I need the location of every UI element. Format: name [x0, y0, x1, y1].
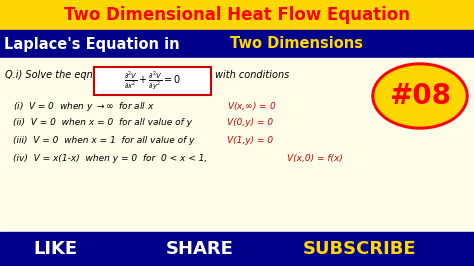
Text: Laplace's Equation in: Laplace's Equation in: [4, 36, 185, 52]
Ellipse shape: [372, 63, 468, 129]
Bar: [0, 58, 474, 232]
Ellipse shape: [375, 66, 465, 126]
Text: LIKE: LIKE: [33, 240, 77, 258]
Text: #08: #08: [389, 82, 451, 110]
Bar: [0, 232, 474, 266]
Text: $\frac{\partial^2 V}{\partial x^2} + \frac{\partial^2 V}{\partial y^2} = 0$: $\frac{\partial^2 V}{\partial x^2} + \fr…: [124, 70, 181, 92]
Bar: [0, 0, 474, 30]
Text: (iii)  V = 0  when x = 1  for all value of y: (iii) V = 0 when x = 1 for all value of …: [13, 136, 194, 145]
Text: (ii)  V = 0  when x = 0  for all value of y: (ii) V = 0 when x = 0 for all value of y: [13, 118, 192, 127]
Text: V(x,$\infty$) = 0: V(x,$\infty$) = 0: [227, 100, 276, 112]
Text: SHARE: SHARE: [166, 240, 234, 258]
Text: Two Dimensions: Two Dimensions: [230, 36, 363, 52]
Text: V(1,y) = 0: V(1,y) = 0: [227, 136, 273, 145]
Text: Q.i) Solve the eqn: Q.i) Solve the eqn: [5, 70, 93, 80]
Text: V(0,y) = 0: V(0,y) = 0: [227, 118, 273, 127]
Bar: [0, 30, 474, 58]
Text: with conditions: with conditions: [215, 70, 289, 80]
Text: SUBSCRIBE: SUBSCRIBE: [303, 240, 417, 258]
Text: V(x,0) = f(x): V(x,0) = f(x): [287, 154, 343, 163]
Text: Two Dimensional Heat Flow Equation: Two Dimensional Heat Flow Equation: [64, 6, 410, 24]
Text: (i)  V = 0  when y $\rightarrow\infty$  for all x: (i) V = 0 when y $\rightarrow\infty$ for…: [13, 100, 155, 113]
FancyBboxPatch shape: [94, 67, 211, 95]
Text: (iv)  V = x(1-x)  when y = 0  for  0 < x < 1,: (iv) V = x(1-x) when y = 0 for 0 < x < 1…: [13, 154, 207, 163]
